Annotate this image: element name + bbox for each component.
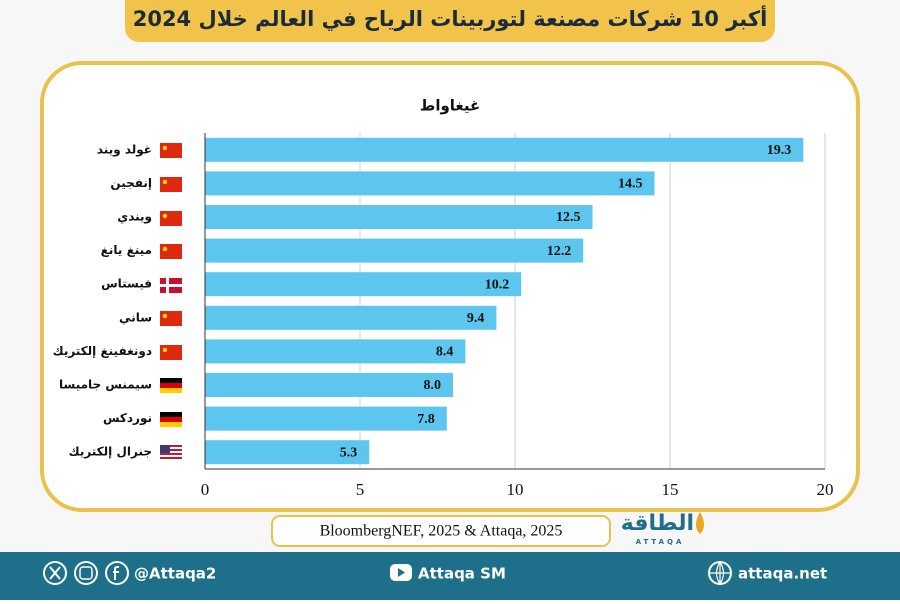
x-icon[interactable] bbox=[43, 561, 67, 585]
x-tick-label: 20 bbox=[817, 480, 834, 499]
y-tick-label: نوردكس bbox=[103, 411, 152, 426]
facebook-glyph bbox=[113, 566, 119, 580]
footer-youtube[interactable]: Attaqa SM bbox=[418, 565, 506, 583]
bar bbox=[205, 205, 593, 229]
bar bbox=[205, 171, 655, 196]
value-label: 19.3 bbox=[767, 143, 792, 158]
bar bbox=[205, 406, 447, 431]
instagram-icon[interactable] bbox=[74, 561, 98, 585]
flag-dk bbox=[160, 278, 182, 293]
y-tick-label: إنفجين bbox=[110, 176, 152, 190]
x-tick-label: 0 bbox=[201, 480, 210, 499]
instagram-glyph bbox=[79, 566, 93, 580]
y-tick-label: مينغ يانغ bbox=[101, 243, 152, 257]
value-label: 7.8 bbox=[417, 412, 435, 427]
title-banner bbox=[125, 0, 775, 42]
facebook-icon[interactable] bbox=[105, 561, 129, 585]
unit-label: غيغاواط bbox=[420, 97, 481, 115]
y-tick-label: ساني bbox=[119, 310, 152, 324]
y-tick-label: دونغفينغ إلكتريك bbox=[53, 344, 152, 359]
flag-us bbox=[160, 445, 182, 460]
flag-cn bbox=[160, 311, 182, 326]
bar bbox=[205, 272, 522, 297]
logo-sub: ATTAQA bbox=[636, 538, 685, 546]
x-tick-label: 10 bbox=[507, 480, 524, 499]
flag-cn bbox=[160, 211, 182, 226]
flag-de bbox=[160, 412, 182, 427]
source: BloombergNEF, 2025 & Attaqa, 2025 bbox=[320, 523, 563, 540]
value-label: 12.2 bbox=[547, 244, 572, 259]
value-label: 14.5 bbox=[618, 177, 643, 192]
value-label: 12.5 bbox=[556, 210, 581, 225]
footer-website[interactable]: attaqa.net bbox=[738, 565, 827, 583]
bar bbox=[205, 373, 453, 397]
footer-handle[interactable]: @Attaqa2 bbox=[134, 565, 216, 583]
y-tick-label: ويندي bbox=[117, 210, 152, 225]
flags bbox=[160, 143, 182, 460]
x-tick-label: 5 bbox=[356, 480, 365, 499]
logo-drop bbox=[696, 512, 704, 534]
bar bbox=[205, 305, 497, 330]
y-tick-label: فيستاس bbox=[101, 277, 152, 291]
value-label: 9.4 bbox=[467, 311, 485, 326]
youtube-glyph bbox=[398, 568, 405, 577]
y-tick-label: غولد ويند bbox=[97, 142, 152, 157]
source-box bbox=[271, 515, 611, 547]
y-tick-label: جنرال إلكتريك bbox=[69, 445, 152, 459]
bar bbox=[205, 238, 584, 263]
flag-cn bbox=[160, 177, 182, 192]
flag-cn bbox=[160, 244, 182, 259]
x-glyph bbox=[49, 566, 61, 580]
bar bbox=[205, 137, 804, 162]
x-tick-label: 15 bbox=[662, 480, 679, 499]
bar bbox=[205, 440, 370, 465]
value-label: 5.3 bbox=[340, 445, 358, 460]
logo-name: الطاقة bbox=[621, 511, 694, 536]
chart-title: أكبر 10 شركات مصنعة لتوربينات الرياح في … bbox=[133, 4, 768, 31]
flag-cn bbox=[160, 345, 182, 360]
flag-de bbox=[160, 378, 182, 393]
value-label: 8.4 bbox=[436, 345, 454, 360]
flag-cn bbox=[160, 143, 182, 158]
web-glyph bbox=[709, 561, 731, 585]
value-label: 8.0 bbox=[424, 378, 442, 393]
value-label: 10.2 bbox=[485, 277, 510, 292]
bar bbox=[205, 339, 466, 364]
plot: 0 5 10 15 20 غولد ويند 19.3 إنفجين 14.5 ويندي 12.5… bbox=[53, 133, 834, 499]
footer-bar bbox=[0, 552, 900, 600]
y-tick-label: سيمنس جاميسا bbox=[59, 378, 152, 392]
